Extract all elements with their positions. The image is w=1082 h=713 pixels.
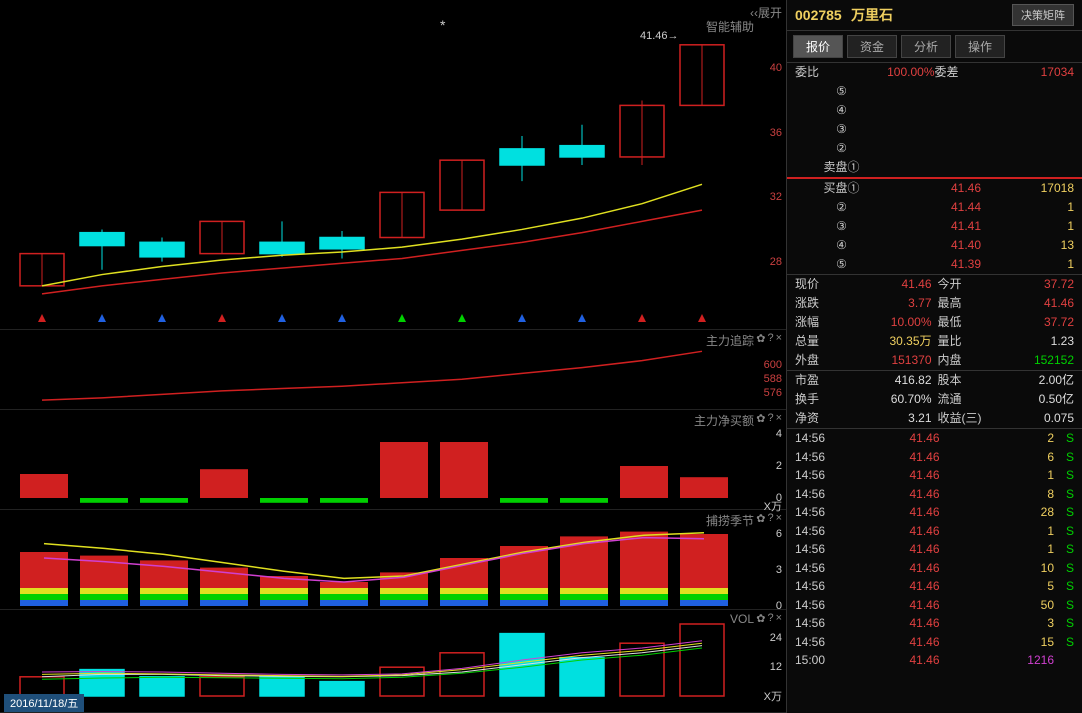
tick-row: 14:5641.462S [787,429,1082,448]
tick-row: 14:5641.4628S [787,503,1082,522]
buy-level-row: ④41.4013 [787,236,1082,255]
stat-row: 换手60.70%流通0.50亿 [787,390,1082,409]
svg-text:41.46→: 41.46→ [640,30,679,42]
tick-row: 14:5641.461S [787,466,1082,485]
tick-row: 14:5641.463S [787,614,1082,633]
tick-row: 14:5641.4615S [787,633,1082,652]
sell-level-row: ④ [787,101,1082,120]
season-panel: 捕捞季节 ✿?× 630 [0,510,786,610]
tick-row: 14:5641.4650S [787,596,1082,615]
close-icon[interactable]: × [776,612,782,625]
buy-level-row: ⑤41.391 [787,255,1082,274]
sell-level-row: ⑤ [787,82,1082,101]
svg-text:*: * [440,17,446,33]
tick-row: 15:0041.461216 [787,651,1082,670]
netbuy-title: 主力净买额 [694,412,754,429]
panel-controls[interactable]: ✿?× [756,512,782,525]
track-chart[interactable] [0,330,756,410]
netbuy-chart[interactable] [0,410,756,510]
tab-1[interactable]: 资金 [847,35,897,58]
netbuy-panel: 主力净买额 ✿?× 420X万 [0,410,786,510]
help-icon[interactable]: ? [767,332,773,345]
track-panel: 主力追踪 ✿?× 600588576 [0,330,786,410]
help-icon[interactable]: ? [767,412,773,425]
panel-controls[interactable]: ✿?× [756,412,782,425]
help-icon[interactable]: ? [767,512,773,525]
sell-level-row: ② [787,139,1082,158]
ratio-label: 委比 [795,64,865,81]
panel-controls[interactable]: ✿?× [756,332,782,345]
ratio-value: 100.00% [865,64,935,81]
season-title: 捕捞季节 [706,512,754,529]
tab-row: 报价资金分析操作 [787,31,1082,63]
close-icon[interactable]: × [776,332,782,345]
sell-level-row: ③ [787,120,1082,139]
tick-row: 14:5641.468S [787,485,1082,504]
buy-level-row: ②41.441 [787,198,1082,217]
vol-chart[interactable] [0,610,756,698]
season-chart[interactable] [0,510,756,610]
quote-panel: 002785 万里石 决策矩阵 报价资金分析操作 委比 100.00% 委差 1… [786,0,1082,713]
stock-name: 万里石 [851,7,893,23]
matrix-button[interactable]: 决策矩阵 [1012,4,1074,26]
stat-row: 外盘151370内盘152152 [787,351,1082,370]
close-icon[interactable]: × [776,512,782,525]
stat-row: 现价41.46今开37.72 [787,275,1082,294]
tick-row: 14:5641.466S [787,448,1082,467]
tick-row: 14:5641.461S [787,540,1082,559]
tick-row: 14:5641.461S [787,522,1082,541]
panel-controls[interactable]: ✿?× [756,612,782,625]
smart-assist-label: 智能辅助 [706,18,754,35]
help-icon[interactable]: ? [767,612,773,625]
tab-3[interactable]: 操作 [955,35,1005,58]
stat-row: 涨跌3.77最高41.46 [787,294,1082,313]
sell-level-row: 卖盘① [787,158,1082,177]
date-label: 2016/11/18/五 [4,694,84,712]
tick-row: 14:5641.4610S [787,559,1082,578]
gear-icon[interactable]: ✿ [756,412,765,425]
close-icon[interactable]: × [776,412,782,425]
diff-label: 委差 [935,64,1005,81]
candlestick-panel: 智能辅助 41.46→* 40363228 [0,0,786,330]
chart-area: ‹‹展开 智能辅助 41.46→* 40363228 主力追踪 ✿?× 6005… [0,0,786,713]
diff-value: 17034 [1004,64,1074,81]
stat-row: 涨幅10.00%最低37.72 [787,313,1082,332]
stock-header: 002785 万里石 决策矩阵 [787,0,1082,31]
tab-2[interactable]: 分析 [901,35,951,58]
track-title: 主力追踪 [706,332,754,349]
ratio-row: 委比 100.00% 委差 17034 [787,63,1082,82]
tab-0[interactable]: 报价 [793,35,843,58]
buy-level-row: 买盘①41.4617018 [787,179,1082,198]
stock-code: 002785 [795,7,842,23]
tick-row: 14:5641.465S [787,577,1082,596]
vol-title: VOL [730,612,754,626]
gear-icon[interactable]: ✿ [756,512,765,525]
vol-panel: VOL ✿?× 2016/11/18/五 2412X万 [0,610,786,713]
buy-level-row: ③41.411 [787,217,1082,236]
stat-row: 总量30.35万量比1.23 [787,332,1082,351]
candlestick-chart[interactable]: 41.46→ * [0,0,756,330]
gear-icon[interactable]: ✿ [756,612,765,625]
gear-icon[interactable]: ✿ [756,332,765,345]
stat-row: 净资3.21收益(三)0.075 [787,409,1082,428]
stat-row: 市盈416.82股本2.00亿 [787,371,1082,390]
